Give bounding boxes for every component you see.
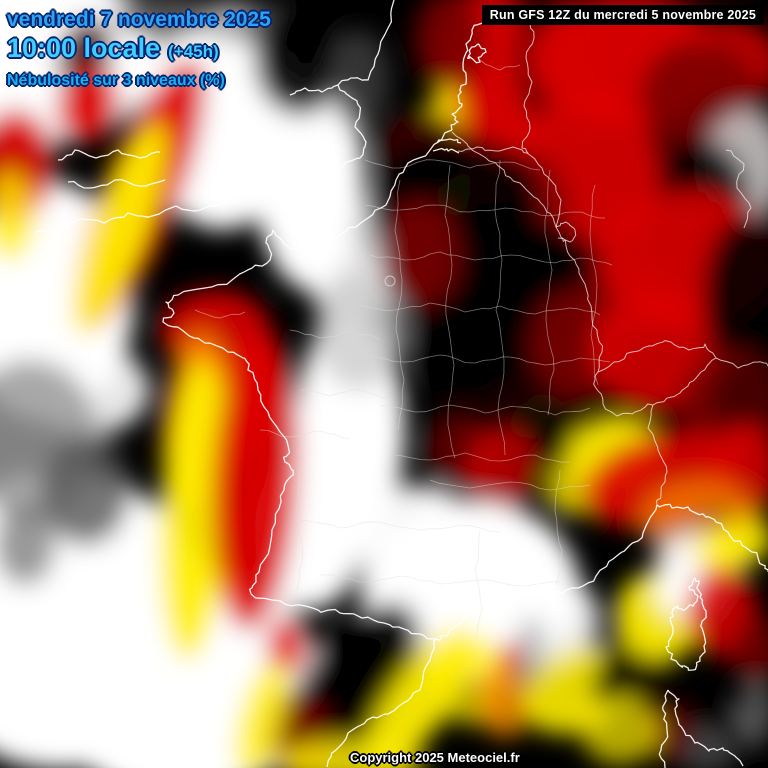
product-title: Nébulosité sur 3 niveaux (%) <box>7 72 225 89</box>
country-borders <box>451 16 768 506</box>
department-borders <box>194 59 613 641</box>
copyright-label: Copyright 2025 Meteociel.fr <box>350 750 520 765</box>
coastlines <box>35 0 768 768</box>
time-label: 10:00 locale <box>7 33 161 63</box>
forecast-offset-label: (+45h) <box>168 42 219 61</box>
date-label: vendredi 7 novembre 2025 <box>7 8 271 31</box>
time-row: 10:00 locale (+45h) <box>7 33 219 64</box>
run-info-badge: Run GFS 12Z du mercredi 5 novembre 2025 <box>481 5 764 25</box>
paris-department-ring <box>384 275 396 287</box>
